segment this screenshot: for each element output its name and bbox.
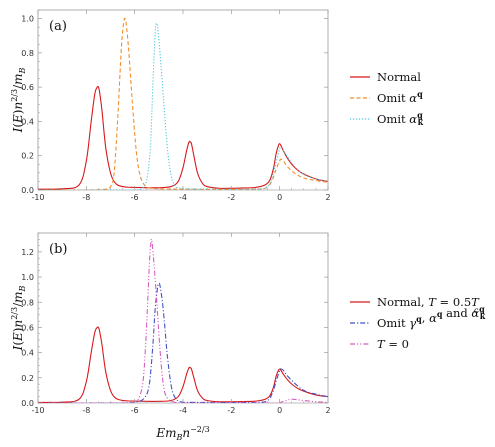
x-tick-label: -6 <box>131 193 139 202</box>
x-axis-label: EmBn−2/3 <box>155 425 209 442</box>
panel-a-y-axis-label: I(E)n2/3/mB <box>10 67 27 133</box>
x-tick-label: -10 <box>31 406 44 415</box>
legend-entry: Omit αq k <box>377 110 424 127</box>
legend-entry: Omit αq <box>377 89 423 105</box>
x-tick-label: -8 <box>82 406 90 415</box>
x-tick-label: -8 <box>82 193 90 202</box>
panel-b: -10 -8 -6 -4 -2 0 2 0.0 0.2 0.4 0.6 0.8 1.0 1.2 (b) <box>21 232 331 415</box>
panel-a-x-ticks: -10 -8 -6 -4 -2 0 2 <box>31 10 331 202</box>
panel-a-label: (a) <box>49 19 67 34</box>
legend-entry: Omit γq, αq and αq k <box>377 304 486 330</box>
x-tick-label: -4 <box>179 406 187 415</box>
y-tick-label: 1.2 <box>21 248 34 257</box>
panel-b-y-axis-label: I(E)n2/3/mB <box>10 285 27 351</box>
panel-b-x-ticks: -10 -8 -6 -4 -2 0 2 <box>31 233 331 415</box>
y-tick-label: 0.2 <box>21 374 34 383</box>
y-tick-label: 0.4 <box>21 349 34 358</box>
panel-a-plot-area <box>38 17 328 190</box>
series-line-1-1 <box>38 282 328 403</box>
y-tick-label: 1.0 <box>21 15 34 24</box>
y-tick-label: 0.0 <box>21 399 34 408</box>
panel-b-plot-area <box>38 238 328 403</box>
x-tick-label: -10 <box>31 193 44 202</box>
legend-entry: T = 0 <box>377 337 409 351</box>
series-line-0-1 <box>38 17 328 190</box>
x-tick-label: -2 <box>227 406 235 415</box>
series-line-1-0 <box>38 326 328 403</box>
x-tick-label: -6 <box>131 406 139 415</box>
series-line-1-2 <box>38 238 328 403</box>
legend-a: Normal Omit αq Omit αq k <box>350 70 424 127</box>
x-tick-label: -4 <box>179 193 187 202</box>
series-line-0-0 <box>38 85 328 190</box>
y-tick-label: 0.8 <box>21 298 34 307</box>
y-tick-label: 0.6 <box>21 83 34 92</box>
legend-entry: Normal, T = 0.5T c <box>377 295 480 315</box>
y-tick-label: 0.4 <box>21 117 34 126</box>
x-tick-label: 0 <box>277 406 282 415</box>
y-tick-label: 0.6 <box>21 323 34 332</box>
panel-b-frame <box>37 232 329 404</box>
x-tick-label: 2 <box>325 406 330 415</box>
y-tick-label: 0.2 <box>21 152 34 161</box>
x-tick-label: -2 <box>227 193 235 202</box>
panel-a-y-ticks: 0.0 0.2 0.4 0.6 0.8 1.0 <box>21 9 328 195</box>
x-tick-label: 2 <box>325 193 330 202</box>
series-line-0-2 <box>38 22 328 190</box>
panel-b-label: (b) <box>49 242 67 257</box>
y-tick-label: 1.0 <box>21 273 34 282</box>
panel-b-y-ticks: 0.0 0.2 0.4 0.6 0.8 1.0 1.2 <box>21 232 328 408</box>
panel-a: -10 -8 -6 -4 -2 0 2 0.0 0.2 0.4 0.6 0.8 1.0 (a) <box>21 9 331 202</box>
x-tick-label: 0 <box>277 193 282 202</box>
y-tick-label: 0.8 <box>21 49 34 58</box>
y-tick-label: 0.0 <box>21 186 34 195</box>
legend-entry: Normal <box>377 70 421 84</box>
